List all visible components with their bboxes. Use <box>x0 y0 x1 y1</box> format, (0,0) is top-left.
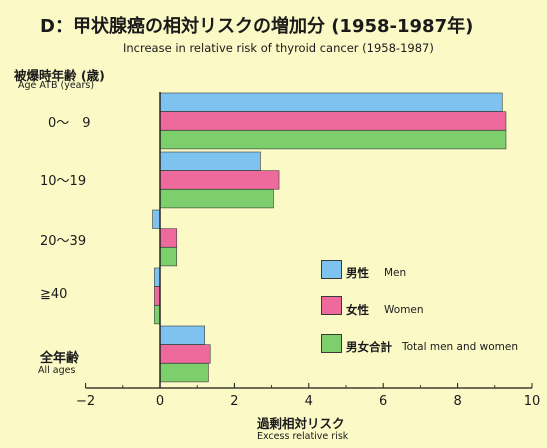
legend-swatch-total <box>321 334 342 353</box>
x-tick-label: 6 <box>379 394 387 409</box>
bar-men <box>159 151 261 171</box>
bar-women <box>159 228 178 248</box>
category-sublabel: All ages <box>38 365 76 376</box>
bar-men <box>159 92 503 112</box>
x-tick-label: 10 <box>524 394 541 409</box>
bar-women <box>159 344 211 364</box>
bar-total <box>154 305 161 325</box>
legend-label-women-en: Women <box>384 304 424 316</box>
category-label: ≧40 <box>40 287 68 302</box>
chart-subtitle: Increase in relative risk of thyroid can… <box>123 41 434 55</box>
y-axis-label: 被爆時年齢 (歳) <box>14 68 105 83</box>
bar-women <box>159 111 507 131</box>
x-tick-label: 4 <box>305 394 313 409</box>
legend-swatch-men <box>321 260 342 279</box>
category-label: 20～39 <box>40 234 87 249</box>
bar-total <box>159 247 178 267</box>
bar-women <box>159 170 280 190</box>
legend-label-total-en: Total men and women <box>402 341 518 353</box>
bar-men <box>154 267 161 287</box>
x-tick-label: 8 <box>453 394 461 409</box>
chart-title: D：甲状腺癌の相対リスクの増加分 (1958-1987年) <box>40 16 474 37</box>
bar-total <box>159 363 209 383</box>
x-tick-label: 0 <box>156 394 164 409</box>
x-axis-label: 過剰相対リスク <box>257 416 345 431</box>
legend-swatch-women <box>321 296 342 315</box>
legend-label-men-en: Men <box>384 267 407 279</box>
y-axis-label-en: Age ATB (years) <box>18 80 95 91</box>
x-tick-label: 2 <box>230 394 238 409</box>
bar-men <box>152 209 161 229</box>
bar-men <box>159 325 205 345</box>
category-label: 10～19 <box>40 174 87 189</box>
category-label: 全年齢 <box>40 351 80 366</box>
legend-label-women: 女性 <box>346 303 369 317</box>
legend-label-total: 男女合計 <box>346 340 392 354</box>
bar-total <box>159 130 507 150</box>
x-axis-label-en: Excess relative risk <box>257 431 349 442</box>
x-tick-label: −2 <box>76 394 95 409</box>
legend-label-men: 男性 <box>346 266 369 280</box>
category-label: 0～ 9 <box>48 116 91 131</box>
bar-women <box>154 286 161 306</box>
bar-total <box>159 189 274 209</box>
